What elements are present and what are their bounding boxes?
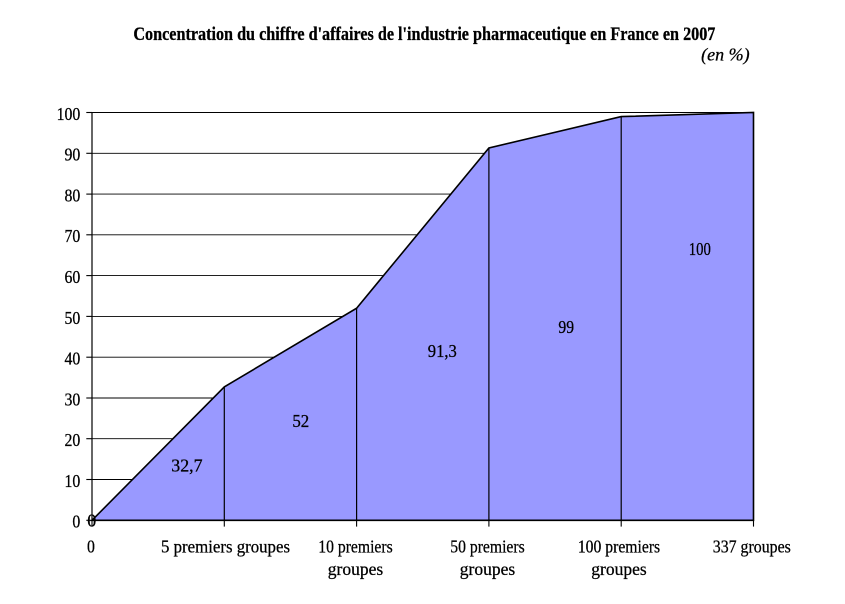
svg-text:20: 20	[65, 430, 81, 450]
svg-text:60: 60	[65, 267, 81, 287]
svg-text:40: 40	[65, 349, 81, 369]
svg-text:50 premiers: 50 premiers	[450, 536, 524, 556]
svg-text:0: 0	[72, 512, 80, 532]
svg-text:100: 100	[57, 104, 81, 124]
svg-text:30: 30	[65, 389, 81, 409]
svg-text:0: 0	[87, 536, 95, 556]
svg-text:91,3: 91,3	[428, 341, 457, 361]
svg-text:99: 99	[558, 317, 574, 337]
svg-text:Concentration du chiffre d'aff: Concentration du chiffre d'affaires de l…	[133, 24, 715, 45]
svg-text:90: 90	[65, 145, 81, 165]
svg-text:100 premiers: 100 premiers	[578, 536, 660, 556]
svg-text:(en %): (en %)	[701, 45, 749, 66]
svg-text:0: 0	[87, 510, 96, 530]
svg-text:100: 100	[689, 239, 711, 259]
svg-text:5 premiers groupes: 5 premiers groupes	[161, 536, 290, 556]
svg-text:10: 10	[65, 471, 81, 491]
svg-text:groupes: groupes	[591, 559, 646, 579]
svg-text:50: 50	[65, 308, 81, 328]
svg-text:10 premiers: 10 premiers	[318, 536, 392, 556]
svg-text:337 groupes: 337 groupes	[713, 536, 791, 556]
svg-text:80: 80	[65, 186, 81, 206]
svg-text:52: 52	[292, 411, 309, 431]
svg-text:groupes: groupes	[328, 559, 383, 579]
svg-text:groupes: groupes	[460, 559, 515, 579]
svg-text:70: 70	[65, 226, 81, 246]
svg-text:32,7: 32,7	[171, 456, 202, 476]
